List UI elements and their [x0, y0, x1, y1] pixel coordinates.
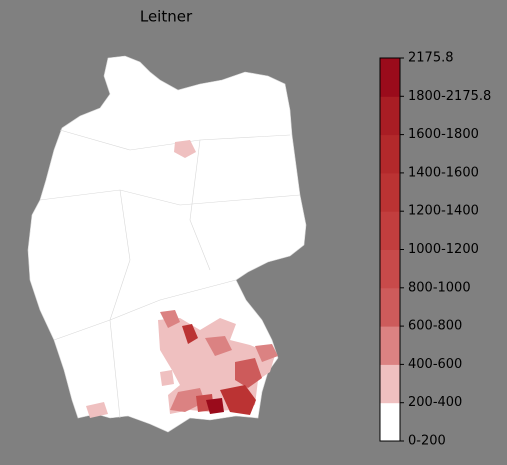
germany-outline — [27, 55, 307, 433]
region — [160, 370, 174, 386]
highlighted-regions — [86, 140, 278, 418]
colorbar-label: 1600-1800 — [408, 127, 479, 142]
colorbar-label: 1400-1600 — [408, 165, 479, 180]
region-border — [189, 139, 211, 271]
colorbar-label: 400-600 — [408, 357, 462, 372]
region — [174, 140, 196, 158]
region-border — [59, 129, 291, 151]
colorbar-segment — [380, 402, 400, 442]
colorbar-segment — [380, 211, 400, 250]
colorbar-segment — [380, 326, 400, 365]
region — [86, 402, 108, 418]
colorbar-segment — [380, 58, 400, 97]
germany-map — [27, 55, 307, 433]
colorbar-segment — [380, 96, 400, 136]
colorbar-label: 200-400 — [408, 395, 462, 410]
colorbar-segment — [380, 364, 400, 404]
map-title: Leitner — [140, 8, 193, 26]
colorbar-label: 2175.8 — [408, 51, 454, 66]
colorbar-segment — [380, 287, 400, 327]
colorbar-label: 800-1000 — [408, 280, 471, 295]
colorbar: 0-200 200-400 400-600 600-800 800-1000 1000-1… — [379, 51, 491, 449]
colorbar-label: 1000-1200 — [408, 242, 479, 257]
region — [182, 324, 198, 344]
colorbar-segment — [380, 249, 400, 289]
region — [170, 388, 205, 412]
region — [220, 385, 256, 415]
region-border — [109, 189, 131, 419]
region — [206, 398, 224, 414]
colorbar-label: 1800-2175.8 — [408, 89, 491, 104]
region-border — [53, 279, 237, 341]
region-border — [39, 189, 301, 206]
colorbar-label: 0-200 — [408, 434, 446, 449]
colorbar-segment — [380, 172, 400, 212]
colorbar-label: 600-800 — [408, 319, 462, 334]
colorbar-segment — [380, 134, 400, 174]
region — [160, 310, 180, 328]
region — [255, 344, 278, 362]
colorbar-label: 1200-1400 — [408, 204, 479, 219]
region — [205, 336, 232, 356]
region — [235, 358, 262, 388]
